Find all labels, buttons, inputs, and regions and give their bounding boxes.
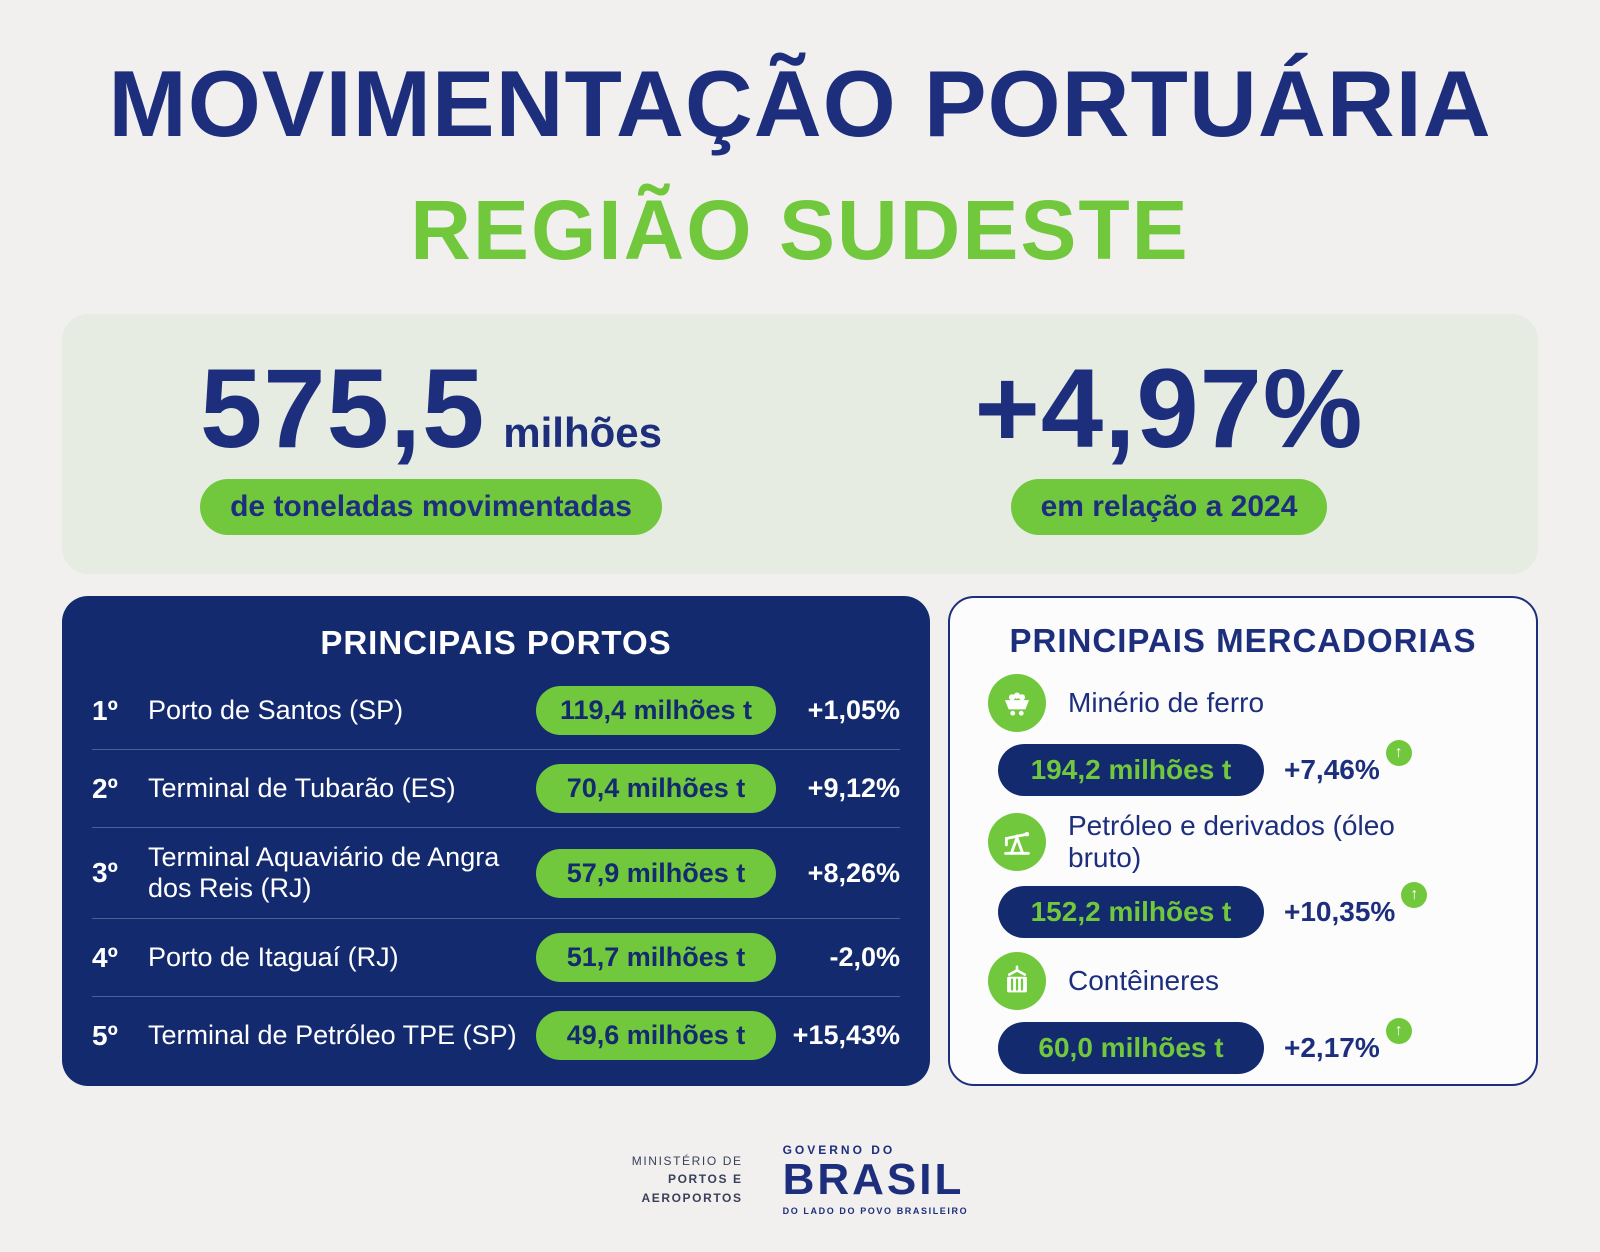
variation-label: em relação a 2024 — [1010, 479, 1328, 535]
variation-value: +4,97% — [974, 346, 1364, 471]
port-variation: +9,12% — [807, 773, 900, 803]
port-name: Terminal de Tubarão (ES) — [148, 772, 456, 803]
gov-top-label: GOVERNO DO — [782, 1142, 896, 1157]
commodities-panel: PRINCIPAIS MERCADORIAS Minério de ferro — [948, 596, 1538, 1086]
commodity-value-row: 60,0 milhões t +2,17% ↑ — [998, 1018, 1498, 1075]
total-tonnage-value: 575,5 — [200, 346, 486, 471]
commodity-iron-ore: Minério de ferro 194,2 milhões t +7,46% … — [988, 674, 1498, 796]
ministry-line1: MINISTÉRIO DE — [631, 1153, 743, 1168]
port-variation: +15,43% — [792, 1020, 900, 1051]
port-rank: 3º — [92, 857, 118, 889]
total-tonnage-unit: milhões — [503, 409, 662, 456]
commodities-title: PRINCIPAIS MERCADORIAS — [1009, 622, 1477, 659]
port-row-4: 4º Porto de Itaguaí (RJ) 51,7 milhões t … — [92, 919, 900, 998]
port-row-3: 3º Terminal Aquaviário de Angra dos Reis… — [92, 828, 900, 920]
commodity-value-row: 194,2 milhões t +7,46% ↑ — [998, 740, 1498, 796]
commodity-head: Minério de ferro — [988, 674, 1498, 732]
port-row-5: 5º Terminal de Petróleo TPE (SP) 49,6 mi… — [92, 997, 900, 1074]
port-rank: 1º — [92, 694, 118, 726]
commodity-variation: +10,35% ↑ — [1284, 882, 1428, 928]
up-arrow-icon: ↑ — [1385, 740, 1412, 766]
ports-list: 1º Porto de Santos (SP) 119,4 milhões t … — [92, 672, 900, 1074]
up-arrow-icon: ↑ — [1401, 882, 1428, 909]
commodity-value-row: 152,2 milhões t +10,35% ↑ — [998, 882, 1498, 939]
ports-title: PRINCIPAIS PORTOS — [320, 624, 672, 661]
governo-do-brasil-logo: GOVERNO DO BRASIL DO LADO DO POVO BRASIL… — [783, 1143, 969, 1216]
page-subtitle: REGIÃO SUDESTE — [410, 183, 1190, 277]
commodity-name: Contêineres — [1068, 965, 1219, 997]
port-variation: +1,05% — [807, 695, 900, 725]
port-variation: -2,0% — [829, 942, 900, 973]
ports-panel: PRINCIPAIS PORTOS 1º Porto de Santos (SP… — [62, 596, 930, 1086]
commodity-name: Petróleo e derivados (óleo bruto) — [1068, 810, 1395, 874]
port-rank: 2º — [92, 772, 118, 804]
container-icon — [988, 952, 1046, 1011]
port-variation: +8,26% — [807, 857, 900, 888]
oil-pump-icon — [988, 813, 1046, 872]
commodity-variation-value: +7,46% — [1284, 754, 1380, 785]
port-tonnage-pill: 57,9 milhões t — [536, 848, 776, 898]
commodity-variation-value: +10,35% — [1284, 896, 1396, 928]
ministry-line3: AEROPORTOS — [641, 1190, 743, 1205]
commodity-variation: +2,17% ↑ — [1284, 1018, 1412, 1064]
port-rank: 4º — [92, 941, 118, 973]
total-tonnage-block: 575,5 milhões de toneladas movimentadas — [62, 314, 800, 574]
ministry-line2: PORTOS E — [668, 1172, 743, 1187]
footer: MINISTÉRIO DE PORTOS E AEROPORTOS GOVERN… — [0, 1143, 1600, 1216]
port-tonnage-pill: 51,7 milhões t — [536, 933, 776, 983]
gov-tagline: DO LADO DO POVO BRASILEIRO — [782, 1206, 969, 1216]
total-tonnage-row: 575,5 milhões — [200, 353, 662, 465]
page-title: MOVIMENTAÇÃO PORTUÁRIA — [108, 51, 1492, 156]
port-tonnage-pill: 119,4 milhões t — [536, 686, 776, 735]
commodity-tonnage-pill: 152,2 milhões t — [998, 886, 1264, 939]
port-rank: 5º — [92, 1019, 118, 1051]
commodity-petroleum: Petróleo e derivados (óleo bruto) 152,2 … — [988, 810, 1498, 939]
commodity-head: Contêineres — [988, 952, 1498, 1011]
port-name: Terminal Aquaviário de Angra dos Reis (R… — [148, 842, 500, 904]
commodity-head: Petróleo e derivados (óleo bruto) — [988, 810, 1498, 874]
gov-brand-wordmark: BRASIL — [782, 1154, 965, 1204]
port-tonnage-pill: 70,4 milhões t — [536, 764, 776, 813]
variation-block: +4,97% em relação a 2024 — [800, 314, 1538, 574]
commodity-variation-value: +2,17% — [1284, 1032, 1380, 1064]
commodity-tonnage-pill: 194,2 milhões t — [998, 744, 1264, 796]
port-row-2: 2º Terminal de Tubarão (ES) 70,4 milhões… — [92, 750, 900, 828]
port-name: Terminal de Petróleo TPE (SP) — [148, 1020, 517, 1051]
summary-box: 575,5 milhões de toneladas movimentadas … — [62, 314, 1538, 574]
ministry-logo: MINISTÉRIO DE PORTOS E AEROPORTOS — [632, 1152, 743, 1208]
commodity-containers: Contêineres 60,0 milhões t +2,17% ↑ — [988, 952, 1498, 1075]
mine-cart-icon — [988, 674, 1046, 732]
port-name: Porto de Itaguaí (RJ) — [148, 942, 399, 973]
port-row-1: 1º Porto de Santos (SP) 119,4 milhões t … — [92, 672, 900, 750]
port-tonnage-pill: 49,6 milhões t — [536, 1011, 776, 1061]
commodity-tonnage-pill: 60,0 milhões t — [998, 1022, 1264, 1075]
port-name: Porto de Santos (SP) — [148, 694, 404, 725]
commodity-name: Minério de ferro — [1068, 686, 1265, 718]
up-arrow-icon: ↑ — [1385, 1018, 1412, 1045]
total-tonnage-label: de toneladas movimentadas — [200, 479, 662, 535]
commodity-variation: +7,46% ↑ — [1284, 740, 1412, 786]
